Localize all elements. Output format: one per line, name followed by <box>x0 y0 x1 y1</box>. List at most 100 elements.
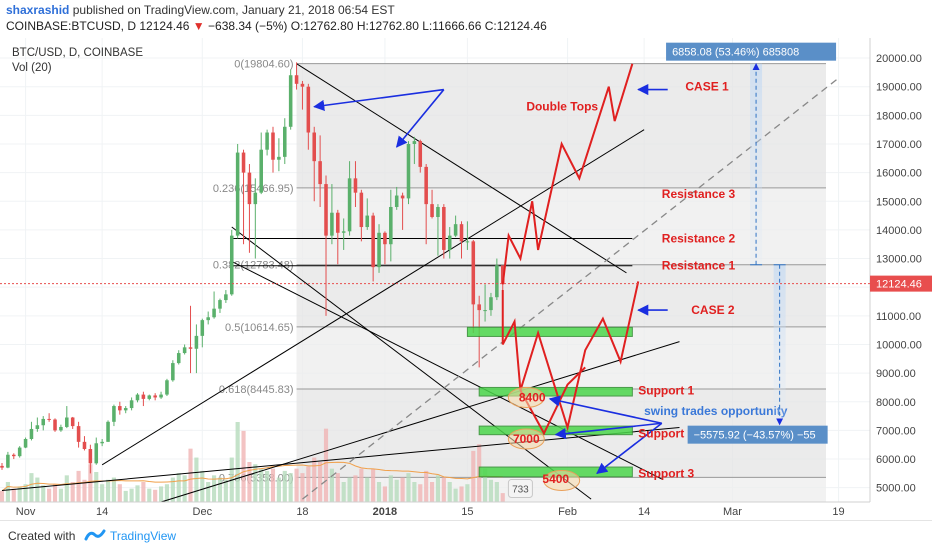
candle-body <box>483 310 487 312</box>
tradingview-logo-icon[interactable] <box>84 527 106 543</box>
price-tick-label: 5000.00 <box>876 483 916 495</box>
candle-body <box>100 441 104 444</box>
volume-bar <box>359 468 364 502</box>
volume-bar <box>459 486 464 502</box>
trendline <box>101 129 645 466</box>
volume-bar <box>347 477 352 502</box>
candle-body <box>294 75 299 84</box>
volume-bar <box>70 482 75 502</box>
price-tick-label: 8000.00 <box>876 397 916 409</box>
price-change: −638.34 (−5%) <box>208 19 288 33</box>
candle-body <box>265 132 269 150</box>
candle-body <box>318 161 322 185</box>
volume-bar <box>318 462 323 502</box>
volume-bar <box>35 477 40 502</box>
blue-arrow <box>596 422 663 475</box>
volume-bar <box>424 470 429 502</box>
fib-level-label: 0.618(8445.83) <box>219 384 294 396</box>
candle-body <box>82 441 87 450</box>
candle-body <box>400 195 405 199</box>
candle-body <box>424 166 428 205</box>
candle-body <box>135 394 140 401</box>
candle-body <box>53 419 57 431</box>
measurements-layer[interactable]: 6858.08 (53.46%) 685808 −5575.92 (−43.57%… <box>666 42 837 444</box>
candle-body <box>241 152 246 173</box>
scenario-paths-layer[interactable] <box>501 63 640 436</box>
change-arrow-icon: ▼ <box>192 19 205 33</box>
high-value: H:12762.80 <box>356 19 419 33</box>
author-link[interactable]: shaxrashid <box>6 3 70 17</box>
time-tick-label: 15 <box>461 506 473 518</box>
volume-bar <box>270 468 276 502</box>
candle-body <box>235 152 240 236</box>
volume-bar <box>100 484 105 502</box>
annotation-text: Support 3 <box>638 466 694 480</box>
support-zone <box>466 326 633 337</box>
volume-bar <box>382 486 387 502</box>
volume-bar <box>82 479 87 502</box>
volume-bar <box>418 484 423 502</box>
candle-body <box>430 204 434 218</box>
volume-bar <box>494 482 499 502</box>
volume-bar <box>235 422 240 502</box>
annotation-text: CASE 2 <box>691 303 735 317</box>
blue-arrow <box>395 89 445 148</box>
candle-body <box>147 395 152 399</box>
candle-body <box>29 428 34 439</box>
time-tick-label: 14 <box>96 506 108 518</box>
candle-body <box>412 141 417 144</box>
candle-body <box>194 335 199 349</box>
candle-body <box>76 426 81 442</box>
candle-body <box>347 178 352 232</box>
measure-label: 6858.08 (53.46%) 685808 <box>672 47 799 59</box>
candle-body <box>159 394 163 398</box>
volume-bar <box>288 473 293 502</box>
candle-body <box>59 426 63 431</box>
volume-bar <box>41 485 46 502</box>
candle-body <box>383 232 387 245</box>
time-tick-label: 14 <box>638 506 650 518</box>
event-badge <box>507 479 533 499</box>
candle-body <box>188 347 193 349</box>
volume-bar <box>158 486 164 502</box>
price-chart[interactable]: 0(19804.60)0.236(15466.95)0.382(12783.48… <box>0 38 932 520</box>
volume-bar <box>441 477 446 502</box>
annotations-layer[interactable]: 8400 7000 5400 Double Tops CASE 1 CASE 2 Resis… <box>313 80 788 499</box>
candle-body <box>0 465 4 468</box>
candle-body <box>442 206 446 250</box>
candle-body <box>112 406 116 422</box>
volume-bar <box>335 473 340 502</box>
candle-body <box>171 363 175 381</box>
candle-body <box>300 83 305 87</box>
candle-body <box>306 86 311 133</box>
volume-bar <box>400 477 405 502</box>
candle-body <box>394 195 399 207</box>
low-value: L:11666.66 <box>422 19 482 33</box>
annotation-text: Resistance 2 <box>662 231 736 245</box>
volume-bar <box>253 464 258 502</box>
candle-body <box>212 308 216 318</box>
event-badge-text: 733 <box>512 485 529 496</box>
volume-bar <box>135 485 140 502</box>
highlight-ellipse <box>507 386 545 408</box>
tradingview-brand[interactable]: TradingView <box>110 529 177 543</box>
time-tick-label: 19 <box>832 506 844 518</box>
chart-header: shaxrashid published on TradingView.com,… <box>0 0 932 38</box>
candle-body <box>165 380 169 395</box>
annotation-text: Double Tops <box>526 100 598 114</box>
candle-body <box>118 406 122 411</box>
volume-bar <box>188 448 193 502</box>
volume-bar <box>105 479 111 502</box>
candle-body <box>218 300 222 309</box>
candle-body <box>353 178 358 193</box>
ohlc-line: COINBASE:BTCUSD, D 12124.46 ▼ −638.34 (−… <box>6 19 547 33</box>
trendlines-layer[interactable] <box>1 63 839 503</box>
volume-bar <box>88 464 93 502</box>
price-tick-label: 19000.00 <box>876 82 922 94</box>
volume-bar <box>153 489 158 502</box>
candle-body <box>324 184 328 236</box>
volume-bar <box>52 484 58 502</box>
volume-bar <box>376 482 382 502</box>
volume-bar <box>471 450 476 502</box>
candle-body <box>436 206 440 218</box>
